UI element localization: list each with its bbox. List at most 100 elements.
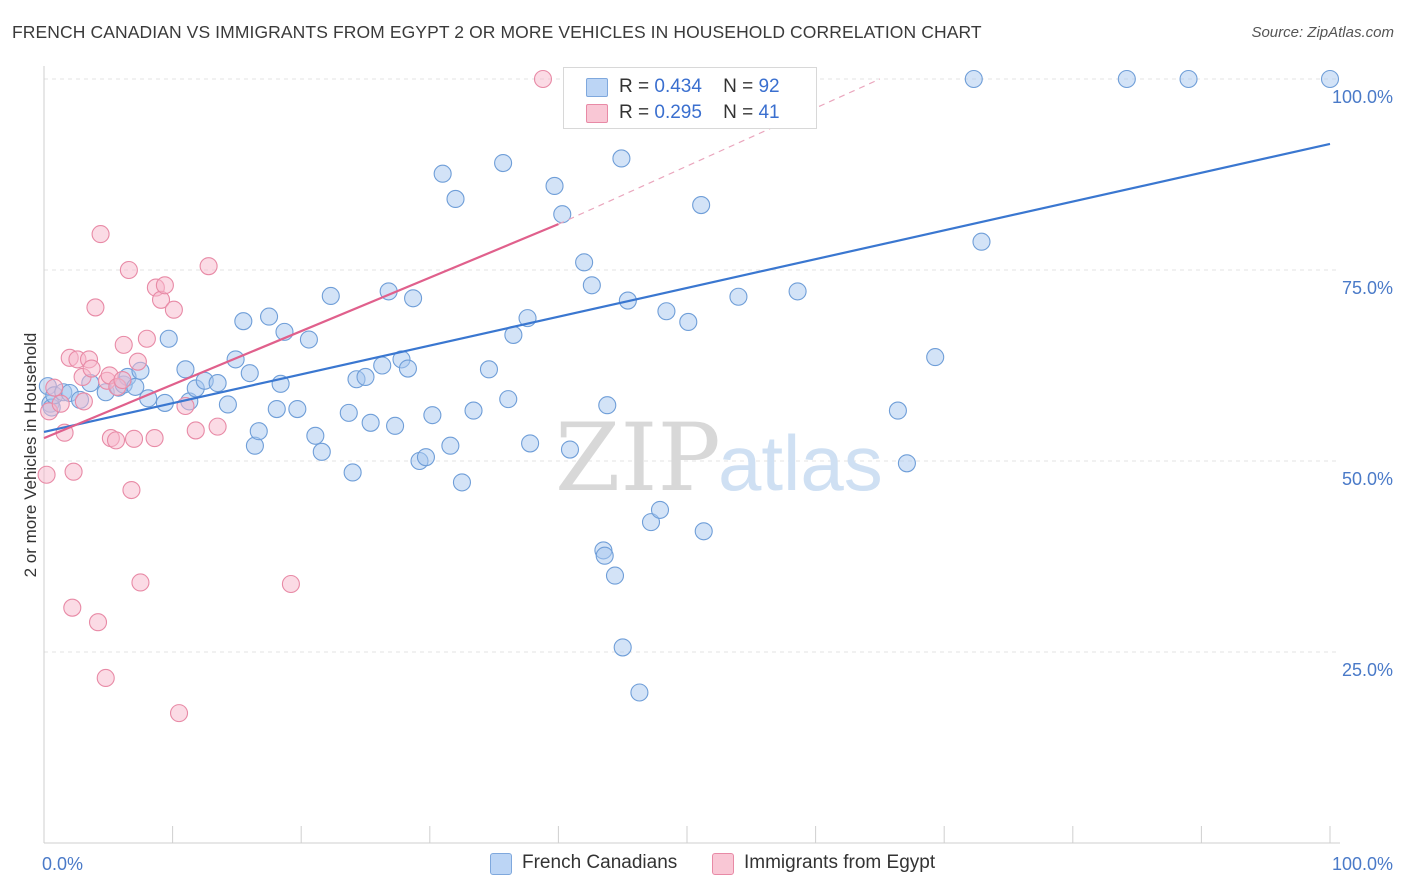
point-french-canadians [416,448,435,467]
point-french-canadians [605,566,625,585]
point-french-canadians [613,638,632,657]
point-french-canadians [972,232,991,251]
point-egypt [86,298,105,317]
point-french-canadians [692,196,711,215]
point-french-canadians [694,522,713,541]
legend-n-value: 41 [758,102,780,123]
point-french-canadians [897,454,916,473]
point-french-canadians [679,312,698,332]
point-french-canadians [926,348,945,367]
point-french-canadians [612,149,631,168]
point-egypt [155,276,174,295]
point-egypt [281,574,300,594]
y-axis-label: 2 or more Vehicles in Household [21,333,40,578]
point-french-canadians [641,513,661,532]
legend-n-label: N = [723,76,754,97]
trend-extension-egypt [558,78,881,225]
point-french-canadians [423,406,442,425]
point-french-canadians [288,399,307,419]
legend-swatch-blue [586,78,608,97]
point-egypt [122,480,141,500]
x-tick-label-max: 100.0% [1332,854,1393,874]
point-french-canadians [441,436,460,455]
point-french-canadians [1117,69,1136,89]
point-egypt [64,462,83,481]
point-french-canadians [1320,69,1340,89]
point-egypt [145,429,164,448]
point-french-canadians [630,683,649,702]
point-french-canadians [398,359,417,378]
point-french-canadians [888,401,907,420]
x-tick-label-min: 0.0% [42,854,83,874]
legend-swatch-pink [586,104,608,123]
chart-title: FRENCH CANADIAN VS IMMIGRANTS FROM EGYPT… [12,22,982,42]
point-egypt [106,431,126,450]
legend-n-value: 92 [758,76,780,97]
point-french-canadians [560,440,580,459]
point-french-canadians [788,282,807,301]
point-egypt [124,429,144,448]
watermark-atlas: atlas [718,419,883,507]
point-egypt [131,573,150,592]
point-french-canadians [595,546,614,565]
y-tick-label: 25.0% [1342,660,1393,680]
trend-lines [43,78,1331,440]
point-french-canadians [729,287,748,306]
source-label: Source: ZipAtlas.com [1251,24,1394,41]
legend-r-value: 0.295 [654,102,702,123]
point-french-canadians [267,399,286,419]
point-french-canadians [479,360,499,379]
point-french-canadians [373,356,392,375]
point-egypt [114,335,133,354]
point-french-canadians [433,164,452,183]
point-french-canadians [446,189,465,208]
point-egypt [186,421,205,440]
point-french-canadians [240,364,259,383]
y-tick-label: 75.0% [1342,278,1393,298]
point-french-canadians [521,434,540,453]
watermark-zip: ZIP [555,404,721,513]
point-french-canadians [234,312,253,331]
trend-line-egypt [43,223,559,440]
point-egypt [199,257,218,276]
point-french-canadians [598,396,617,415]
bottom-legend-swatch-blue [490,853,512,875]
point-egypt [88,613,108,632]
point-egypt [113,370,132,390]
axes [43,66,1340,844]
point-french-canadians [386,416,405,435]
y-tick-label: 50.0% [1342,469,1393,489]
point-egypt [45,378,64,397]
point-french-canadians [208,374,227,393]
point-french-canadians [321,286,340,306]
point-egypt [63,598,82,617]
point-french-canadians [1179,69,1198,89]
point-french-canadians [545,176,564,196]
point-french-canadians [306,426,325,445]
point-french-canadians [259,307,279,326]
point-egypt [37,465,56,484]
point-egypt [164,300,183,319]
trend-line-french-canadians [43,142,1331,434]
point-egypt [91,225,110,244]
point-egypt [128,352,147,371]
point-french-canadians [964,69,983,89]
bottom-legend-swatch-pink [712,853,734,875]
bottom-legend-label: Immigrants from Egypt [744,852,936,873]
legend-r-label: R = [619,102,650,123]
point-french-canadians [575,253,594,272]
point-french-canadians [339,403,358,422]
point-egypt [533,69,553,89]
point-egypt [51,394,70,413]
bottom-legend-label: French Canadians [522,852,678,873]
point-french-canadians [343,463,362,482]
point-egypt [119,260,138,280]
point-french-canadians [464,401,483,420]
point-french-canadians [582,276,601,295]
point-egypt [169,704,189,723]
point-french-canadians [452,473,472,492]
point-french-canadians [404,289,423,308]
point-french-canadians [356,367,375,387]
point-french-canadians [299,330,318,349]
point-french-canadians [176,360,195,379]
